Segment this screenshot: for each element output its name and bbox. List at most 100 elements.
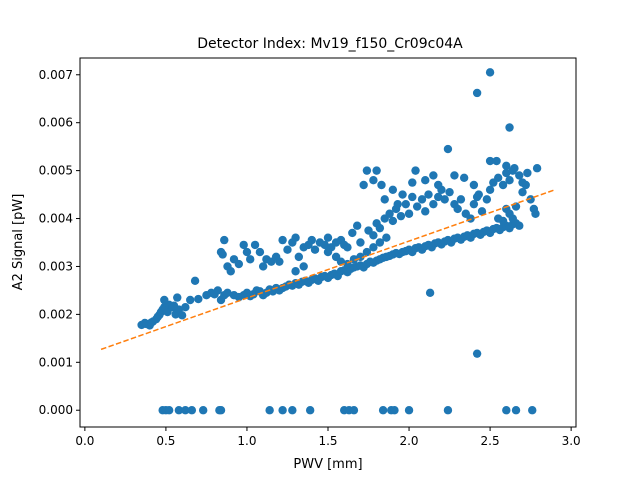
data-point (375, 223, 385, 233)
data-point (378, 406, 388, 415)
data-point (388, 216, 398, 226)
data-point (173, 293, 182, 302)
data-point (421, 207, 430, 216)
data-point (472, 349, 482, 358)
data-point (472, 88, 482, 98)
data-point (239, 240, 248, 250)
data-point (174, 406, 184, 415)
data-point (456, 195, 466, 204)
data-point (177, 311, 187, 320)
data-point (477, 207, 487, 216)
data-point (485, 68, 495, 77)
data-point (258, 262, 268, 271)
x-tick-label: 1.5 (318, 434, 337, 448)
plot-series (100, 68, 556, 415)
data-point (469, 199, 479, 209)
data-point (515, 221, 524, 230)
x-axis-label: PWV [mm] (293, 457, 362, 472)
fit-line (100, 189, 556, 351)
data-point (396, 211, 406, 221)
y-tick-label: 0.002 (39, 307, 73, 321)
x-tick-label: 2.5 (481, 434, 500, 448)
data-point (275, 257, 284, 266)
data-point (494, 173, 503, 183)
data-point (425, 288, 435, 298)
data-point (343, 243, 352, 252)
data-point (450, 171, 459, 180)
data-point (186, 295, 195, 305)
data-point (181, 302, 190, 312)
data-point (362, 247, 372, 257)
data-point (160, 295, 169, 305)
x-tick-label: 2.0 (399, 434, 418, 448)
data-point (216, 406, 226, 415)
data-point (443, 406, 453, 415)
data-point (288, 406, 297, 415)
data-point (443, 144, 453, 154)
y-tick-label: 0.001 (39, 355, 73, 369)
data-point (505, 176, 514, 185)
data-point (429, 199, 438, 209)
y-axis-label: A2 Signal [pW] (11, 194, 26, 291)
data-point (526, 195, 535, 204)
data-point (291, 233, 300, 242)
data-point (265, 406, 274, 415)
data-point (362, 166, 372, 175)
data-point (412, 202, 422, 211)
data-point (278, 235, 287, 245)
data-point (385, 209, 394, 218)
data-point (485, 185, 495, 194)
data-point (348, 228, 357, 238)
data-point (359, 180, 368, 190)
data-point (502, 168, 511, 178)
data-point (307, 235, 316, 245)
data-point (401, 199, 410, 209)
data-point (404, 406, 414, 415)
data-point (398, 190, 407, 199)
data-point (492, 156, 501, 166)
data-point (482, 195, 492, 204)
data-point (388, 185, 398, 194)
data-point (469, 180, 479, 190)
data-point (502, 161, 511, 171)
data-point (380, 195, 389, 204)
data-point (369, 231, 378, 240)
data-point (408, 192, 417, 202)
data-point (498, 180, 508, 190)
data-point (511, 406, 521, 415)
data-point (408, 178, 417, 187)
data-point (474, 190, 483, 199)
data-point (299, 262, 308, 271)
data-point (169, 301, 179, 310)
y-axis-ticks: 0.000 0.001 0.002 0.003 0.004 0.005 0.006 0.007 (39, 68, 80, 417)
data-point (213, 286, 222, 295)
data-point (323, 233, 333, 242)
data-point (390, 406, 399, 415)
chart-title: Detector Index: Mv19_f150_Cr09c04A (197, 36, 463, 52)
data-point (494, 214, 503, 223)
data-point (190, 276, 200, 286)
data-point (320, 240, 329, 250)
data-point (453, 204, 462, 214)
data-point (508, 214, 517, 223)
y-tick-label: 0.003 (39, 259, 73, 273)
data-point (445, 187, 454, 197)
data-point (194, 294, 203, 304)
data-point (411, 166, 420, 175)
data-point (502, 406, 511, 415)
x-tick-label: 1.0 (237, 434, 256, 448)
y-tick-label: 0.004 (39, 212, 73, 226)
data-point (429, 171, 438, 180)
data-point (434, 180, 443, 190)
data-point (518, 187, 527, 197)
y-tick-label: 0.005 (39, 164, 73, 178)
data-point (305, 406, 315, 415)
data-point (531, 209, 540, 218)
data-point (466, 214, 475, 223)
data-point (291, 267, 300, 276)
data-point (223, 288, 232, 298)
data-point (382, 233, 391, 242)
data-point (220, 235, 229, 245)
